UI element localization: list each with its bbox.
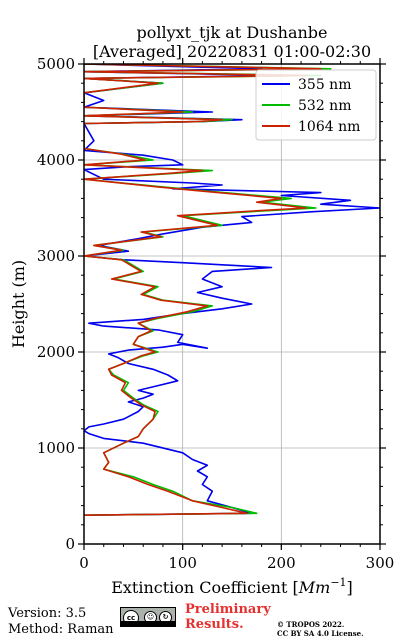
y-tick-label: 2000 — [37, 343, 75, 361]
x-axis-label-exponent: −1 — [330, 576, 346, 589]
x-axis-label-close: ] — [347, 578, 353, 597]
legend-label: 355 nm — [298, 77, 351, 93]
y-tick-label: 0 — [65, 535, 75, 553]
x-tick-label: 0 — [79, 554, 89, 572]
preliminary-line2: Results. — [185, 617, 244, 632]
axes — [83, 63, 381, 545]
legend-label: 532 nm — [298, 98, 351, 114]
chart-title-line2: [Averaged] 20220831 01:00-02:30 — [93, 42, 371, 61]
creative-commons-by-sa-icon: cc ☺ ↻ — [120, 607, 176, 627]
preliminary-results-note: Preliminary Results. — [185, 602, 271, 632]
method-label: Method: Raman — [8, 622, 114, 637]
series-line-1064-nm — [84, 64, 322, 516]
y-tick-label: 1000 — [37, 439, 75, 457]
legend-label: 1064 nm — [298, 119, 360, 135]
x-tick-label: 100 — [168, 554, 197, 572]
chart-title-line1: pollyxt_tjk at Dushanbe — [136, 23, 327, 42]
x-axis-label: Extinction Coefficient [Mm−1] — [111, 576, 353, 597]
legend-box — [255, 69, 377, 141]
legend: 355 nm 532 nm 1064 nm — [255, 69, 377, 141]
x-tick-label: 300 — [366, 554, 395, 572]
x-axis-label-unit: Mm — [298, 578, 331, 597]
y-tick-label: 4000 — [37, 151, 75, 169]
x-tick-label: 200 — [267, 554, 296, 572]
badge-strip — [121, 621, 175, 626]
y-tick-label: 3000 — [37, 247, 75, 265]
copyright-line1: © TROPOS 2022. — [277, 620, 345, 629]
y-axis-label: Height (m) — [9, 260, 28, 348]
x-axis-label-text: Extinction Coefficient [ — [111, 578, 299, 597]
y-tick-label: 5000 — [37, 55, 75, 73]
preliminary-line1: Preliminary — [185, 602, 271, 617]
data-series — [84, 64, 380, 516]
plot-frame — [83, 63, 381, 545]
copyright-note: © TROPOS 2022. CC BY SA 4.0 License. — [277, 620, 364, 638]
copyright-line2: CC BY SA 4.0 License. — [277, 629, 364, 638]
version-label: Version: 3.5 — [8, 606, 87, 621]
series-line-355-nm — [84, 64, 380, 516]
